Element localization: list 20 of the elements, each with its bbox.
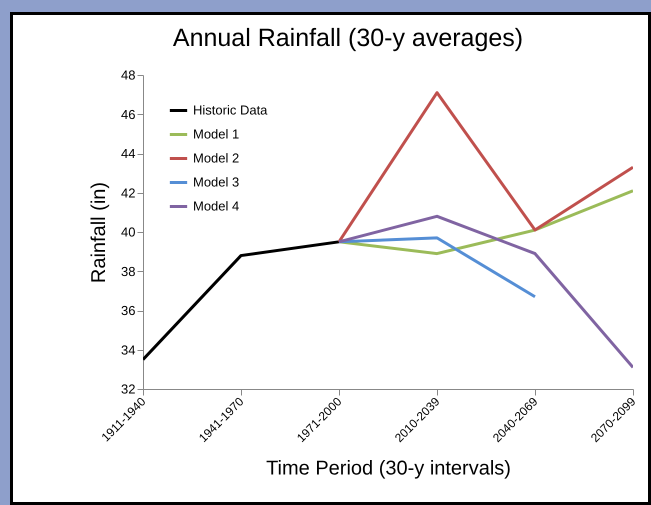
- line-series: [338, 214, 633, 369]
- legend-label: Model 4: [193, 198, 240, 214]
- y-tick-label: 42: [121, 185, 136, 200]
- y-tick-label: 46: [121, 106, 136, 122]
- legend-label: Model 2: [193, 150, 240, 166]
- legend-label: Model 3: [193, 174, 240, 190]
- legend-label: Model 1: [193, 126, 240, 142]
- y-tick-label: 32: [121, 382, 136, 396]
- x-axis-title: Time Period (30-y intervals): [266, 457, 511, 480]
- y-tick-label: 48: [121, 68, 136, 82]
- line-series: [338, 189, 633, 256]
- line-series: [338, 91, 633, 244]
- y-tick-label: 36: [121, 303, 136, 318]
- y-tick-label: 38: [121, 264, 136, 279]
- y-tick-label: 40: [121, 224, 136, 240]
- chart-title: Annual Rainfall (30-y averages): [172, 24, 524, 52]
- legend-label: Historic Data: [193, 102, 268, 118]
- y-tick-label: 44: [121, 146, 136, 161]
- y-tick-label: 34: [121, 342, 136, 358]
- y-axis-title: Rainfall (in): [88, 182, 110, 284]
